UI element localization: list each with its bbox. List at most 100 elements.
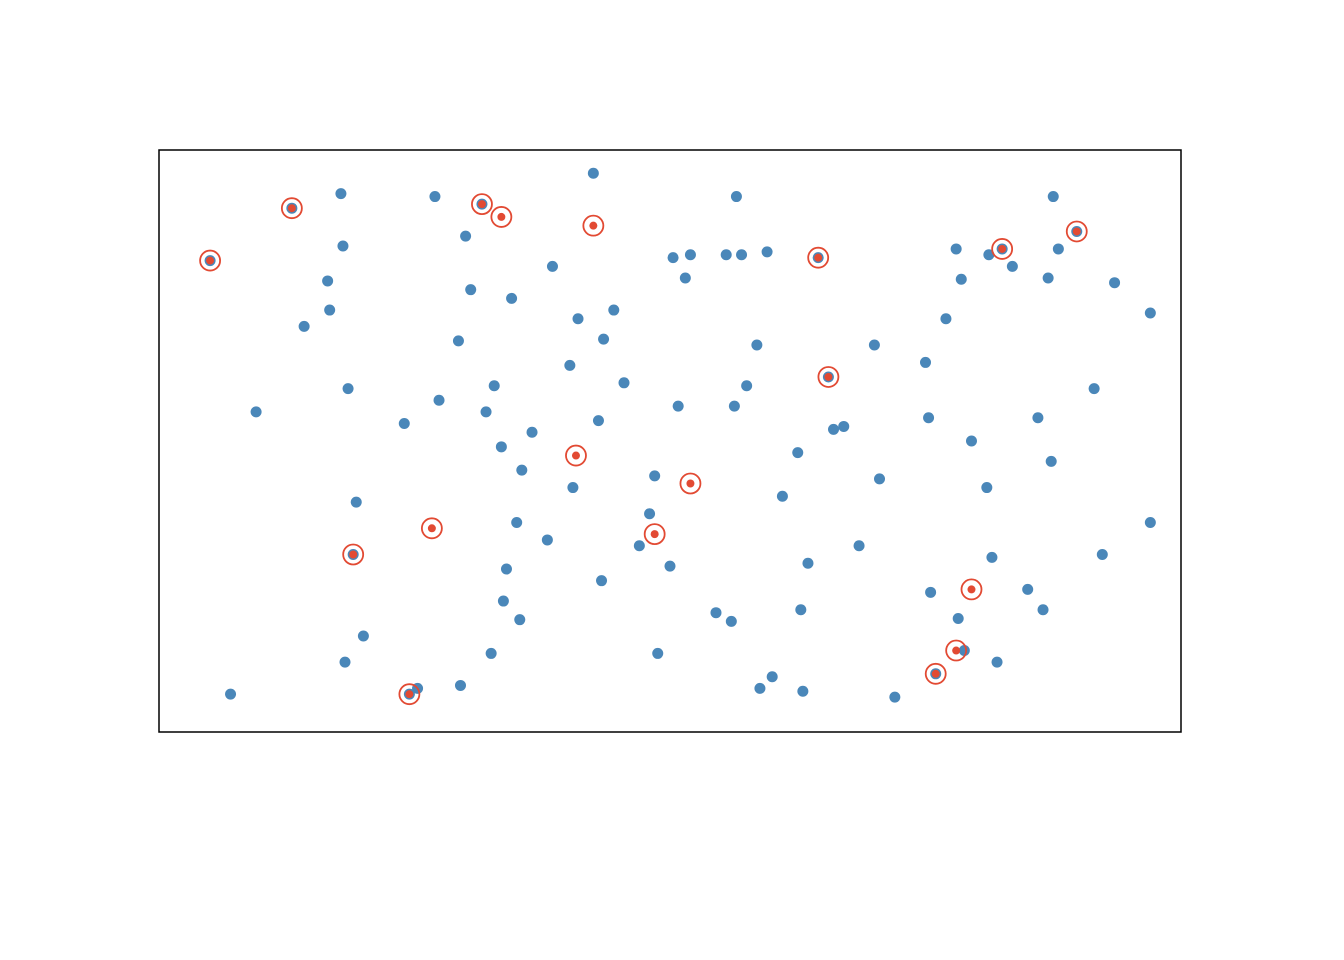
point — [652, 648, 663, 659]
series-highlighted — [200, 194, 1087, 704]
point — [399, 418, 410, 429]
point — [516, 465, 527, 476]
point — [251, 406, 262, 417]
point — [598, 334, 609, 345]
point — [710, 607, 721, 618]
point — [489, 380, 500, 391]
point — [736, 249, 747, 260]
point-inner — [952, 647, 960, 655]
point — [754, 683, 765, 694]
point — [874, 473, 885, 484]
point — [465, 284, 476, 295]
point — [680, 273, 691, 284]
point — [795, 604, 806, 615]
point — [889, 692, 900, 703]
point-inner — [967, 585, 975, 593]
point-inner — [405, 690, 413, 698]
point — [665, 561, 676, 572]
point-inner — [1073, 227, 1081, 235]
point — [923, 412, 934, 423]
point — [434, 395, 445, 406]
point — [966, 436, 977, 447]
point-inner — [288, 204, 296, 212]
point — [956, 274, 967, 285]
point — [527, 427, 538, 438]
point — [596, 575, 607, 586]
point — [828, 424, 839, 435]
point — [767, 671, 778, 682]
point — [802, 558, 813, 569]
point — [1007, 261, 1018, 272]
point — [925, 587, 936, 598]
point — [351, 497, 362, 508]
point — [501, 564, 512, 575]
point — [619, 377, 630, 388]
point-inner — [497, 213, 505, 221]
point — [668, 252, 679, 263]
point-inner — [651, 530, 659, 538]
point-inner — [686, 479, 694, 487]
point-inner — [814, 254, 822, 262]
point — [854, 540, 865, 551]
point — [573, 313, 584, 324]
point — [322, 275, 333, 286]
point — [481, 406, 492, 417]
point — [792, 447, 803, 458]
point — [511, 517, 522, 528]
scatter-chart — [0, 0, 1344, 960]
point-inner — [572, 452, 580, 460]
point — [542, 534, 553, 545]
point — [762, 246, 773, 257]
point — [741, 380, 752, 391]
point — [729, 401, 740, 412]
point — [608, 305, 619, 316]
point-inner — [349, 550, 357, 558]
point — [920, 357, 931, 368]
point — [225, 689, 236, 700]
point — [1046, 456, 1057, 467]
point — [547, 261, 558, 272]
point — [358, 630, 369, 641]
point — [343, 383, 354, 394]
point-inner — [589, 222, 597, 230]
point — [986, 552, 997, 563]
point — [1022, 584, 1033, 595]
chart-svg — [0, 0, 1344, 960]
point — [726, 616, 737, 627]
point — [1048, 191, 1059, 202]
point — [685, 249, 696, 260]
point — [673, 401, 684, 412]
point-inner — [932, 670, 940, 678]
point-inner — [206, 257, 214, 265]
point — [455, 680, 466, 691]
point — [777, 491, 788, 502]
point-inner — [824, 373, 832, 381]
point — [940, 313, 951, 324]
point — [1097, 549, 1108, 560]
point — [593, 415, 604, 426]
point-inner — [428, 524, 436, 532]
point — [335, 188, 346, 199]
point — [506, 293, 517, 304]
point — [721, 249, 732, 260]
point — [324, 305, 335, 316]
point — [486, 648, 497, 659]
point — [731, 191, 742, 202]
point — [644, 508, 655, 519]
point — [869, 339, 880, 350]
point — [1145, 307, 1156, 318]
point — [981, 482, 992, 493]
point — [588, 168, 599, 179]
point — [751, 339, 762, 350]
point-inner — [998, 245, 1006, 253]
point — [453, 335, 464, 346]
point — [564, 360, 575, 371]
point — [1109, 277, 1120, 288]
point — [649, 470, 660, 481]
point — [951, 243, 962, 254]
point-inner — [478, 200, 486, 208]
point — [567, 482, 578, 493]
point — [634, 540, 645, 551]
point — [337, 241, 348, 252]
point — [299, 321, 310, 332]
